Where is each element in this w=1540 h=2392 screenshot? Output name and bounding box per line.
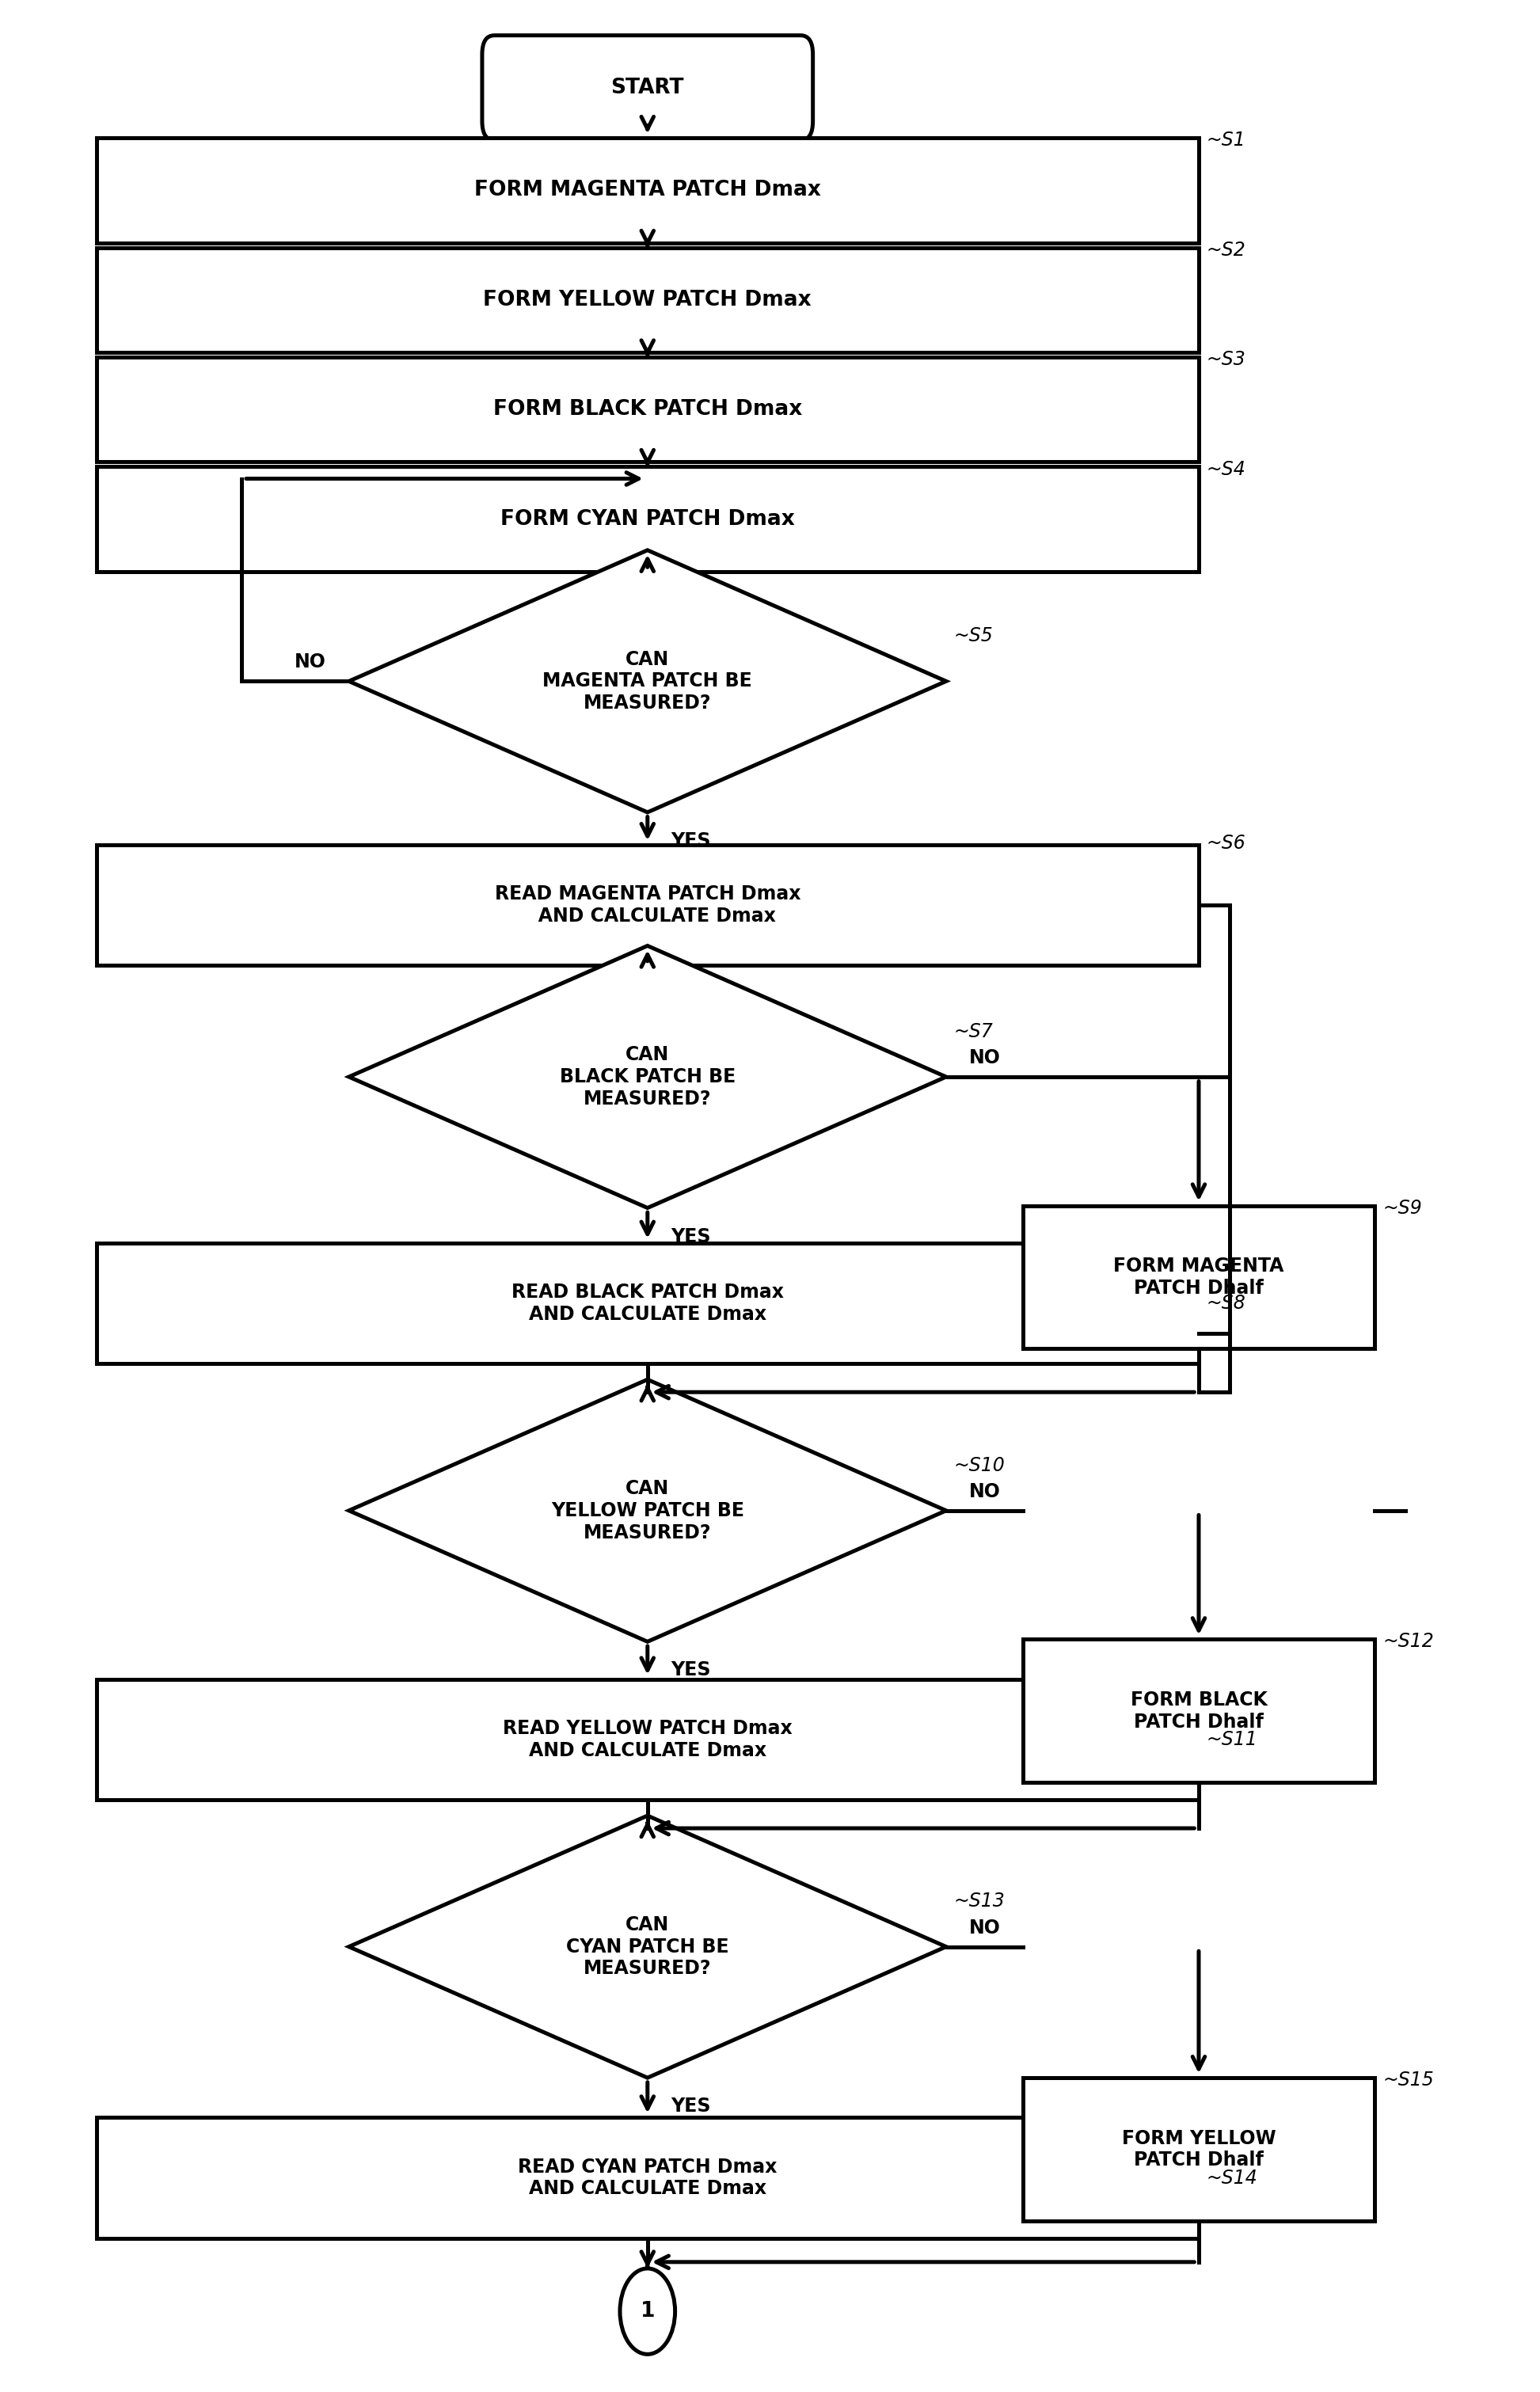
Polygon shape xyxy=(350,1380,946,1641)
Text: FORM YELLOW PATCH Dmax: FORM YELLOW PATCH Dmax xyxy=(484,289,812,311)
Text: YES: YES xyxy=(670,1660,710,1679)
Text: ~S5: ~S5 xyxy=(953,627,993,646)
Bar xyxy=(97,2117,1198,2239)
Polygon shape xyxy=(350,945,946,1208)
Text: READ MAGENTA PATCH Dmax
   AND CALCULATE Dmax: READ MAGENTA PATCH Dmax AND CALCULATE Dm… xyxy=(494,885,801,926)
Text: ~S12: ~S12 xyxy=(1383,1631,1434,1650)
Text: ~S1: ~S1 xyxy=(1206,132,1246,151)
Text: ~S2: ~S2 xyxy=(1206,242,1246,258)
Text: ~S13: ~S13 xyxy=(953,1892,1006,1911)
Text: FORM MAGENTA PATCH Dmax: FORM MAGENTA PATCH Dmax xyxy=(474,179,821,201)
Text: ~S4: ~S4 xyxy=(1206,459,1246,478)
Text: CAN
MAGENTA PATCH BE
MEASURED?: CAN MAGENTA PATCH BE MEASURED? xyxy=(542,651,753,713)
Text: START: START xyxy=(611,77,684,98)
FancyBboxPatch shape xyxy=(482,36,813,141)
Text: CAN
YELLOW PATCH BE
MEASURED?: CAN YELLOW PATCH BE MEASURED? xyxy=(551,1478,744,1543)
Bar xyxy=(97,1244,1198,1363)
Polygon shape xyxy=(350,550,946,813)
Text: ~S8: ~S8 xyxy=(1206,1294,1246,1313)
Text: ~S14: ~S14 xyxy=(1206,2170,1258,2186)
Text: FORM MAGENTA
PATCH Dhalf: FORM MAGENTA PATCH Dhalf xyxy=(1113,1256,1284,1296)
Bar xyxy=(97,1679,1198,1799)
Text: CAN
CYAN PATCH BE
MEASURED?: CAN CYAN PATCH BE MEASURED? xyxy=(567,1916,728,1978)
Circle shape xyxy=(621,2268,675,2354)
Text: FORM CYAN PATCH Dmax: FORM CYAN PATCH Dmax xyxy=(501,509,795,529)
Text: FORM BLACK
PATCH Dhalf: FORM BLACK PATCH Dhalf xyxy=(1130,1691,1267,1732)
Bar xyxy=(1023,1206,1375,1349)
Text: FORM YELLOW
PATCH Dhalf: FORM YELLOW PATCH Dhalf xyxy=(1121,2129,1275,2170)
Text: READ BLACK PATCH Dmax
AND CALCULATE Dmax: READ BLACK PATCH Dmax AND CALCULATE Dmax xyxy=(511,1282,784,1323)
Bar xyxy=(97,246,1198,352)
Bar xyxy=(97,466,1198,572)
Text: YES: YES xyxy=(670,2098,710,2117)
Bar xyxy=(1023,1639,1375,1782)
Bar xyxy=(97,356,1198,462)
Text: YES: YES xyxy=(670,832,710,852)
Text: ~S15: ~S15 xyxy=(1383,2071,1434,2091)
Text: CAN
BLACK PATCH BE
MEASURED?: CAN BLACK PATCH BE MEASURED? xyxy=(559,1045,736,1107)
Text: READ CYAN PATCH Dmax
AND CALCULATE Dmax: READ CYAN PATCH Dmax AND CALCULATE Dmax xyxy=(517,2158,778,2198)
Bar xyxy=(97,844,1198,966)
Text: ~S6: ~S6 xyxy=(1206,835,1246,854)
Text: ~S9: ~S9 xyxy=(1383,1198,1421,1218)
Text: ~S10: ~S10 xyxy=(953,1457,1006,1476)
Polygon shape xyxy=(350,1816,946,2079)
Text: ~S11: ~S11 xyxy=(1206,1729,1258,1749)
Text: YES: YES xyxy=(670,1227,710,1246)
Text: 1: 1 xyxy=(641,2301,654,2323)
Text: ~S3: ~S3 xyxy=(1206,349,1246,368)
Text: ~S7: ~S7 xyxy=(953,1021,993,1041)
Text: FORM BLACK PATCH Dmax: FORM BLACK PATCH Dmax xyxy=(493,399,802,421)
Text: READ YELLOW PATCH Dmax
AND CALCULATE Dmax: READ YELLOW PATCH Dmax AND CALCULATE Dma… xyxy=(502,1720,792,1761)
Text: NO: NO xyxy=(294,653,326,672)
Text: NO: NO xyxy=(969,1048,1001,1067)
Text: NO: NO xyxy=(969,1483,1001,1502)
Bar xyxy=(1023,2079,1375,2220)
Bar xyxy=(97,139,1198,242)
Text: NO: NO xyxy=(969,1918,1001,1938)
